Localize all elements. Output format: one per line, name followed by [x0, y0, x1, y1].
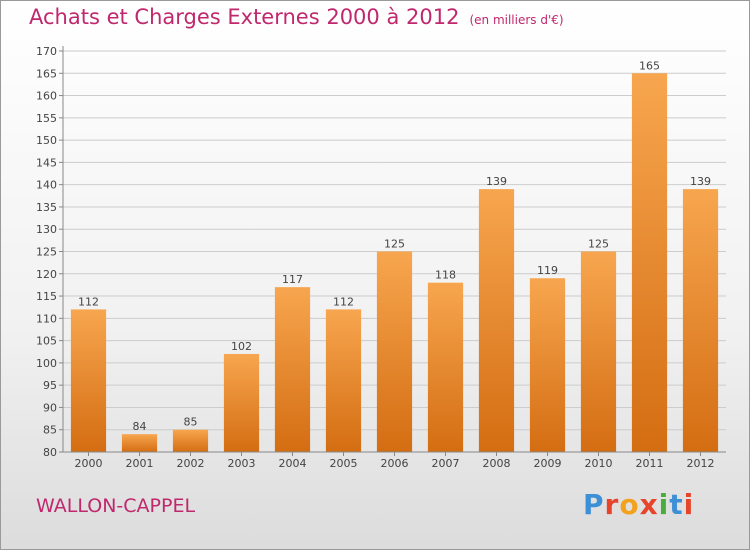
y-tick-label: 170 [36, 45, 57, 58]
data-label-2000: 112 [78, 295, 99, 308]
bar-2009 [529, 278, 566, 452]
y-tick-label: 80 [43, 446, 57, 459]
unit-label: (en milliers d'€) [469, 13, 564, 27]
y-tick-label: 95 [43, 379, 57, 392]
x-tick-label-2012: 2012 [687, 457, 715, 470]
y-tick-label: 145 [36, 156, 57, 169]
brand-letter: o [619, 488, 640, 521]
bar-2005 [325, 309, 362, 452]
bar-2001 [121, 434, 158, 452]
x-tick-label-2005: 2005 [330, 457, 358, 470]
y-tick-label: 100 [36, 357, 57, 370]
y-tick-label: 120 [36, 268, 57, 281]
y-tick-label: 110 [36, 312, 57, 325]
y-tick-label: 140 [36, 179, 57, 192]
data-label-2011: 165 [639, 59, 660, 72]
chart-title: Achats et Charges Externes 2000 à 2012 (e… [29, 5, 564, 29]
data-label-2006: 125 [384, 238, 405, 251]
y-tick-label: 165 [36, 67, 57, 80]
y-tick-label: 160 [36, 90, 57, 103]
y-axis-ticks: 80 85 90 95 100 105 110 115 120 125 130 135 140 145 15… [36, 45, 63, 459]
x-tick-label-2008: 2008 [483, 457, 511, 470]
brand-letter: i [683, 488, 695, 521]
bar-2011 [631, 73, 668, 453]
commune-name: WALLON-CAPPEL [36, 495, 196, 517]
y-tick-label: 150 [36, 134, 57, 147]
bar-2010 [580, 251, 617, 452]
x-tick-label-2007: 2007 [432, 457, 460, 470]
brand-letter: x [639, 488, 659, 521]
bar-2008 [478, 189, 515, 452]
y-tick-label: 85 [43, 424, 57, 437]
x-tick-label-2002: 2002 [177, 457, 205, 470]
bar-2012 [682, 189, 719, 452]
bar-2003 [223, 353, 260, 452]
data-labels: 112 84 85 102 117 112 125 118 139 119 125 165 139 [78, 59, 711, 433]
x-tick-label-2009: 2009 [534, 457, 562, 470]
x-tick-label-2003: 2003 [228, 457, 256, 470]
bar-2002 [172, 429, 209, 452]
y-tick-label: 125 [36, 246, 57, 259]
x-tick-label-2000: 2000 [75, 457, 103, 470]
title-text: Achats et Charges Externes 2000 à 2012 [29, 5, 460, 29]
brand-letter: i [658, 488, 670, 521]
x-tick-label-2010: 2010 [585, 457, 613, 470]
brand-logo: Proxiti [583, 488, 694, 521]
data-label-2009: 119 [537, 264, 558, 277]
data-label-2001: 84 [133, 420, 147, 433]
x-tick-label-2001: 2001 [126, 457, 154, 470]
data-label-2007: 118 [435, 269, 456, 282]
y-tick-label: 105 [36, 335, 57, 348]
x-tick-label-2006: 2006 [381, 457, 409, 470]
data-label-2008: 139 [486, 175, 507, 188]
data-label-2003: 102 [231, 340, 252, 353]
brand-letter: P [583, 488, 605, 521]
bars [70, 73, 719, 453]
bar-2006 [376, 251, 413, 452]
brand-letter: r [604, 488, 620, 521]
brand-letter: t [669, 488, 684, 521]
y-tick-label: 135 [36, 201, 57, 214]
x-axis-ticks: 2000 2001 2002 2003 2004 2005 2006 2007 2008 2009… [75, 452, 715, 470]
bar-2004 [274, 287, 311, 452]
x-tick-label-2004: 2004 [279, 457, 307, 470]
bar-2000 [70, 309, 107, 452]
data-label-2010: 125 [588, 238, 609, 251]
y-tick-label: 155 [36, 112, 57, 125]
data-label-2002: 85 [184, 416, 198, 429]
y-tick-label: 130 [36, 223, 57, 236]
x-tick-label-2011: 2011 [636, 457, 664, 470]
data-label-2005: 112 [333, 295, 354, 308]
data-label-2004: 117 [282, 273, 303, 286]
bar-2007 [427, 282, 464, 452]
axes [62, 46, 726, 453]
y-tick-label: 90 [43, 401, 57, 414]
data-label-2012: 139 [690, 175, 711, 188]
y-tick-label: 115 [36, 290, 57, 303]
